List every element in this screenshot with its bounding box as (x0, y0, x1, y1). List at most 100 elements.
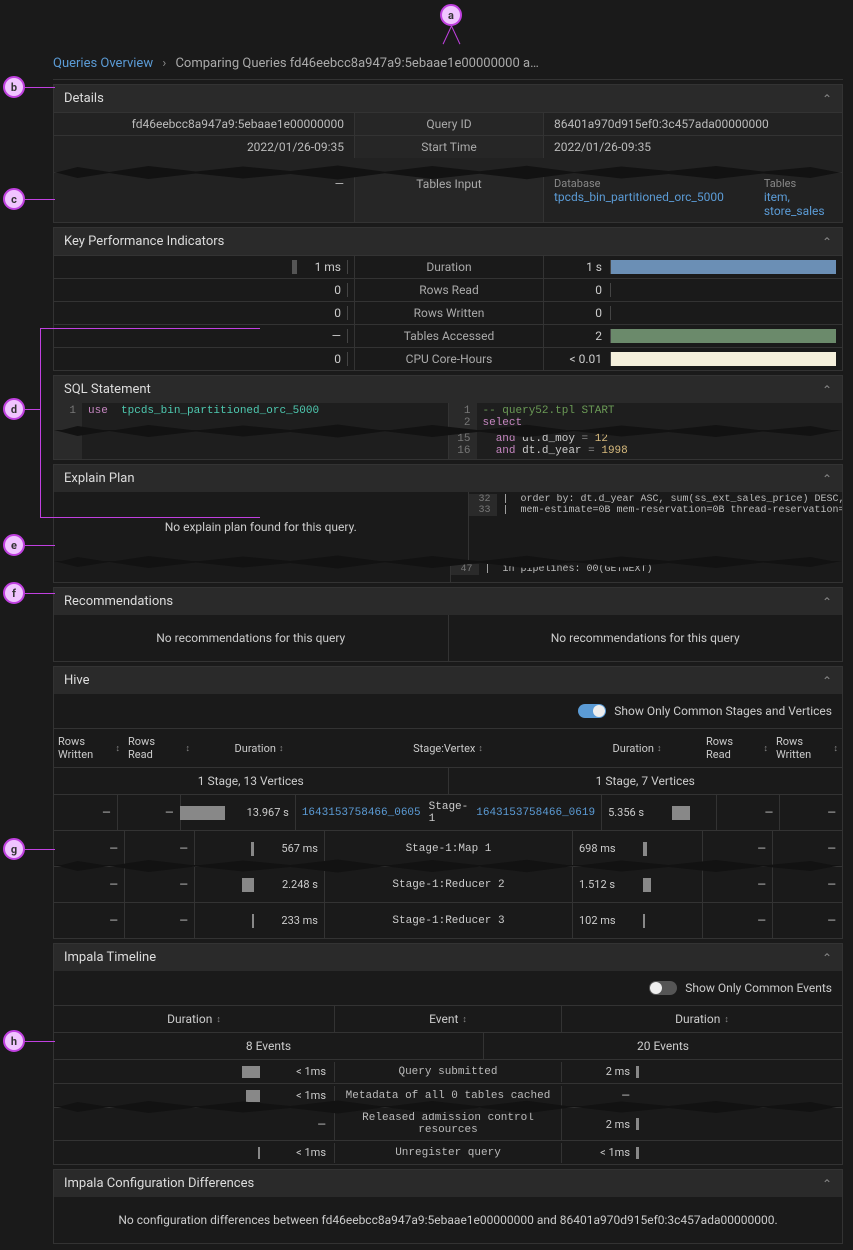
explain-section: Explain Plan ⌃ No explain plan found for… (53, 464, 843, 583)
tables-link[interactable]: item, store_sales (764, 190, 832, 218)
impala-row: — Released admission control resources 2… (54, 1107, 842, 1140)
config-header[interactable]: Impala Configuration Differences ⌃ (54, 1170, 842, 1197)
col-rows-written-r[interactable]: Rows Written↕ (772, 729, 842, 767)
sql-header[interactable]: SQL Statement ⌃ (54, 376, 842, 403)
impala-section: Impala Timeline ⌃ Show Only Common Event… (53, 943, 843, 1165)
hive-row: — — 2.248 s Stage-1:Reducer 2 1.512 s — … (54, 866, 842, 902)
cell-rw-l: — (54, 867, 124, 902)
kpi-row: 0 CPU Core-Hours < 0.01 (54, 347, 842, 370)
hive-summary: 1 Stage, 13 Vertices 1 Stage, 7 Vertices (54, 767, 842, 794)
impala-toggle-row: Show Only Common Events (54, 971, 842, 1005)
duration-bar-left (251, 842, 254, 856)
kpi-header[interactable]: Key Performance Indicators ⌃ (54, 228, 842, 255)
kpi-val-right: 2 (550, 329, 610, 343)
stage-name: Stage-1:Map 1 (406, 843, 492, 855)
code-line: and dt.d_moy = 12 (483, 433, 837, 445)
sql-title: SQL Statement (64, 382, 151, 397)
kpi-row: 1 ms Duration 1 s (54, 255, 842, 278)
callout-g: g (3, 838, 25, 860)
cell-dur-l: < 1ms (54, 1089, 334, 1102)
callout-e: e (3, 534, 25, 556)
code-line: select (483, 417, 837, 429)
chevron-up-icon: ⌃ (822, 951, 832, 965)
cell-event: Released admission control resources (334, 1108, 562, 1140)
details-header[interactable]: Details ⌃ (54, 85, 842, 112)
kpi-val-right: 1 s (550, 260, 610, 274)
stage-name: Stage-1:Reducer 3 (392, 915, 504, 927)
impala-row: < 1ms Unregister query < 1ms (54, 1140, 842, 1164)
callout-d: d (3, 398, 25, 420)
col-stage-vertex[interactable]: Stage:Vertex↕ (324, 729, 572, 767)
impala-header[interactable]: Impala Timeline ⌃ (54, 944, 842, 971)
details-row: 2022/01/26-09:35 Start Time 2022/01/26-0… (54, 135, 842, 158)
cell-stage: Stage-1:Reducer 3 (324, 903, 572, 938)
sort-icon: ↕ (478, 743, 483, 754)
hive-row: — — 13.967 s 1643153758466_0605 Stage-1 … (54, 794, 842, 830)
code-line: | mem-estimate=0B mem-reservation=0B thr… (497, 505, 843, 516)
col-duration-r[interactable]: Duration↕ (562, 1006, 842, 1032)
col-rows-read-l[interactable]: Rows Read↕ (124, 729, 194, 767)
duration-bar-left (252, 914, 254, 928)
line-number: 47 (451, 564, 479, 575)
duration-bar-right (636, 1118, 639, 1130)
col-duration-l[interactable]: Duration↕ (54, 1006, 334, 1032)
details-left-val: 2022/01/26-09:35 (54, 136, 354, 158)
impala-toggle[interactable] (649, 981, 677, 995)
code-line: | in pipelines: 00(GETNEXT) (479, 564, 843, 575)
explain-header[interactable]: Explain Plan ⌃ (54, 465, 842, 492)
cell-rr-r: — (702, 867, 772, 902)
cell-dur-r: 1.512 s (572, 867, 702, 902)
sort-icon: ↕ (216, 1014, 221, 1025)
sql-body-2: 1516 and dt.d_moy = 12 and dt.d_year = 1… (54, 431, 842, 459)
breadcrumb-root-link[interactable]: Queries Overview (53, 56, 153, 71)
cell-dur-r: 2 ms (562, 1065, 842, 1078)
cell-dur-r: 2 ms (562, 1118, 842, 1131)
cell-rr-l: — (124, 831, 194, 866)
stage-link-right[interactable]: 1643153758466_0619 (476, 807, 595, 819)
cell-rw-l: — (54, 831, 124, 866)
breadcrumb-current: Comparing Queries fd46eebcc8a947a9:5ebaa… (175, 56, 538, 71)
details-right-val: 86401a970d915ef0:3c457ada00000000 (544, 113, 842, 135)
hive-toggle[interactable] (578, 704, 606, 718)
hive-header[interactable]: Hive ⌃ (54, 667, 842, 694)
chevron-up-icon: ⌃ (822, 235, 832, 249)
rec-header[interactable]: Recommendations ⌃ (54, 588, 842, 615)
sort-icon: ↕ (724, 1014, 729, 1025)
code-line: and dt.d_year = 1998 (483, 445, 837, 457)
kpi-bar-right (611, 260, 836, 274)
rec-right-msg: No recommendations for this query (448, 615, 843, 661)
cell-stage: Stage-1:Reducer 2 (324, 867, 572, 902)
col-event[interactable]: Event↕ (334, 1006, 562, 1032)
col-rows-written-l[interactable]: Rows Written↕ (54, 729, 124, 767)
duration-bar-left (242, 878, 254, 892)
explain-right-code: 32| order by: dt.d_year ASC, sum(ss_ext_… (468, 492, 843, 562)
cell-event: Unregister query (334, 1143, 562, 1163)
col-duration-l[interactable]: Duration↕ (194, 729, 324, 767)
stage-link-left[interactable]: 1643153758466_0605 (302, 807, 421, 819)
config-title: Impala Configuration Differences (64, 1176, 254, 1191)
db-link[interactable]: tpcds_bin_partitioned_orc_5000 (554, 190, 724, 204)
cell-rr-l: — (124, 903, 194, 938)
col-duration-r[interactable]: Duration↕ (572, 729, 702, 767)
details-right-val: Database tpcds_bin_partitioned_orc_5000 … (544, 173, 842, 222)
tables-label: Tables (764, 177, 832, 190)
sort-icon: ↕ (462, 1014, 467, 1025)
kpi-val-right: 0 (550, 283, 610, 297)
cell-dur-l: 233 ms (194, 903, 324, 938)
col-rows-read-r[interactable]: Rows Read↕ (702, 729, 772, 767)
cell-dur-r: < 1ms (562, 1146, 842, 1159)
details-tables-row: — Tables Input Database tpcds_bin_partit… (54, 172, 842, 222)
chevron-up-icon: ⌃ (822, 472, 832, 486)
explain-body-2: 47| in pipelines: 00(GETNEXT) (54, 562, 842, 582)
details-mid-label: Start Time (354, 136, 544, 158)
rec-section: Recommendations ⌃ No recommendations for… (53, 587, 843, 662)
cell-rw-r: — (772, 831, 842, 866)
kpi-label: Duration (354, 256, 544, 278)
explain-empty-msg: No explain plan found for this query. (54, 492, 468, 562)
explain-body: No explain plan found for this query. 32… (54, 492, 842, 562)
hive-section: Hive ⌃ Show Only Common Stages and Verti… (53, 666, 843, 939)
sort-icon: ↕ (764, 743, 769, 754)
kpi-label: CPU Core-Hours (354, 348, 544, 370)
impala-toggle-label: Show Only Common Events (685, 981, 832, 995)
details-title: Details (64, 91, 104, 106)
